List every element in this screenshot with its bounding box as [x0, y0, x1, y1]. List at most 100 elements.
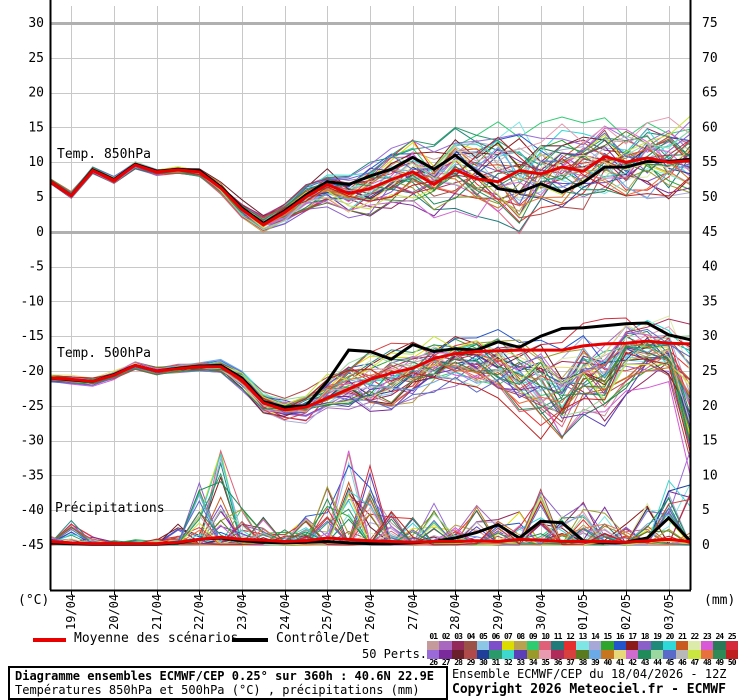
left-axis-tick: -45: [21, 538, 44, 553]
perturbation-swatch: [713, 650, 726, 659]
perturbation-swatch: [451, 641, 465, 650]
perturbation-swatch: [427, 650, 440, 659]
diagram-subtitle: Températures 850hPa et 500hPa (°C) , pré…: [15, 683, 420, 697]
perturbation-number: 41: [615, 658, 625, 667]
perturbation-swatch: [563, 650, 577, 659]
perturbation-swatch: [688, 641, 701, 650]
perturbation-number: 43: [640, 658, 650, 667]
left-axis-tick: 15: [28, 120, 44, 135]
date-tick-label: 27/04: [406, 594, 420, 630]
perturbation-number: 11: [553, 632, 563, 641]
perturbation-number: 42: [628, 658, 637, 667]
perturbation-swatch: [538, 641, 552, 650]
perturbation-number: 13: [578, 632, 588, 641]
perturbation-number: 10: [541, 632, 550, 641]
left-axis-tick: 20: [28, 86, 44, 101]
perturbation-number: 48: [703, 658, 712, 667]
perturbation-swatch: [725, 650, 738, 659]
perturbation-number: 01: [429, 632, 438, 641]
perturbation-swatch: [650, 641, 664, 650]
perturbation-swatch: [551, 650, 564, 659]
right-axis-tick: 15: [702, 434, 718, 449]
perturbation-number: 04: [466, 632, 476, 641]
right-axis-tick: 20: [702, 399, 718, 414]
date-tick-label: 22/04: [192, 594, 206, 630]
perturbation-number: 14: [591, 632, 600, 641]
perturbation-number: 05: [479, 632, 488, 641]
perturbation-number: 30: [479, 658, 488, 667]
perturbation-number: 49: [715, 658, 724, 667]
perturbation-swatch: [713, 641, 726, 650]
perturbation-number: 08: [516, 632, 525, 641]
copyright: Copyright 2026 Meteociel.fr - ECMWF: [452, 682, 726, 697]
right-axis-tick: 10: [702, 468, 718, 483]
perturbation-number: 34: [528, 658, 538, 667]
mean-line: [50, 154, 690, 227]
perturbation-swatch: [439, 641, 452, 650]
mean-line: [50, 339, 690, 412]
perturbation-swatch: [439, 650, 452, 659]
right-axis-tick: 35: [702, 294, 718, 309]
perturbation-number: 02: [441, 632, 451, 641]
date-tick-label: 21/04: [150, 594, 164, 630]
perturbation-swatch: [476, 650, 490, 659]
perturbation-swatch: [663, 650, 676, 659]
perturbation-number: 22: [690, 632, 700, 641]
left-axis-tick: 25: [28, 51, 44, 66]
right-axis-caption: (mm): [704, 593, 735, 608]
perturbation-number: 09: [528, 632, 538, 641]
perturbation-number: 39: [591, 658, 600, 667]
panel-temp-850hpa: [50, 116, 690, 235]
perturbation-swatch: [675, 641, 689, 650]
curves: [50, 116, 690, 546]
perturbation-swatch: [576, 641, 589, 650]
panel-temp-500hpa: [50, 315, 690, 475]
perturbation-number: 33: [516, 658, 525, 667]
perturbation-swatch: [638, 641, 651, 650]
perturbation-number: 24: [715, 632, 724, 641]
right-axis-tick: 70: [702, 51, 718, 66]
left-axis-tick: 5: [36, 190, 44, 205]
right-axis-tick: 30: [702, 329, 718, 344]
perturbation-number: 20: [665, 632, 675, 641]
perturbation-swatch: [514, 641, 527, 650]
right-axis-tick: 40: [702, 260, 718, 275]
perturbation-number: 25: [727, 632, 737, 641]
left-axis-tick: -5: [28, 260, 44, 275]
perturbation-number: 16: [615, 632, 625, 641]
date-tick-label: 25/04: [320, 594, 334, 630]
date-tick-label: 28/04: [448, 594, 462, 630]
perturbation-swatch: [626, 650, 639, 659]
mean-line: [50, 535, 690, 546]
diagram-title: Diagramme ensembles ECMWF/CEP 0.25° sur …: [15, 669, 435, 683]
perturbation-swatch: [464, 641, 477, 650]
mean-legend-line: [33, 638, 66, 642]
perturbation-swatch: [725, 641, 738, 650]
date-tick-label: 30/04: [534, 594, 548, 630]
perturbation-number: 40: [603, 658, 613, 667]
run-info-block: Ensemble ECMWF/CEP du 18/04/2026 - 12Z C…: [452, 667, 740, 698]
perturbation-swatch: [526, 641, 539, 650]
perturbation-swatch: [601, 641, 614, 650]
right-axis-tick: 60: [702, 120, 718, 135]
perturbation-number: 06: [491, 632, 501, 641]
perturbation-swatch: [626, 641, 639, 650]
perts-count-label: 50 Perts.: [362, 647, 428, 661]
perturbation-number: 21: [678, 632, 687, 641]
perturbation-swatch: [476, 641, 490, 650]
perturbation-number: 35: [541, 658, 550, 667]
perturbation-swatch: [489, 641, 502, 650]
perturbation-swatch: [700, 650, 714, 659]
precip-label: Précipitations: [55, 501, 165, 516]
perturbation-swatch: [514, 650, 527, 659]
left-axis-tick: -15: [21, 329, 44, 344]
perturbation-swatch: [464, 650, 477, 659]
perturbation-number: 32: [504, 658, 513, 667]
perturbation-swatch: [551, 641, 564, 650]
perturbation-number: 26: [429, 658, 438, 667]
control-legend-line: [232, 638, 268, 642]
right-axis-tick: 45: [702, 225, 718, 240]
perturbation-number: 31: [491, 658, 501, 667]
perturbation-swatch: [588, 641, 602, 650]
